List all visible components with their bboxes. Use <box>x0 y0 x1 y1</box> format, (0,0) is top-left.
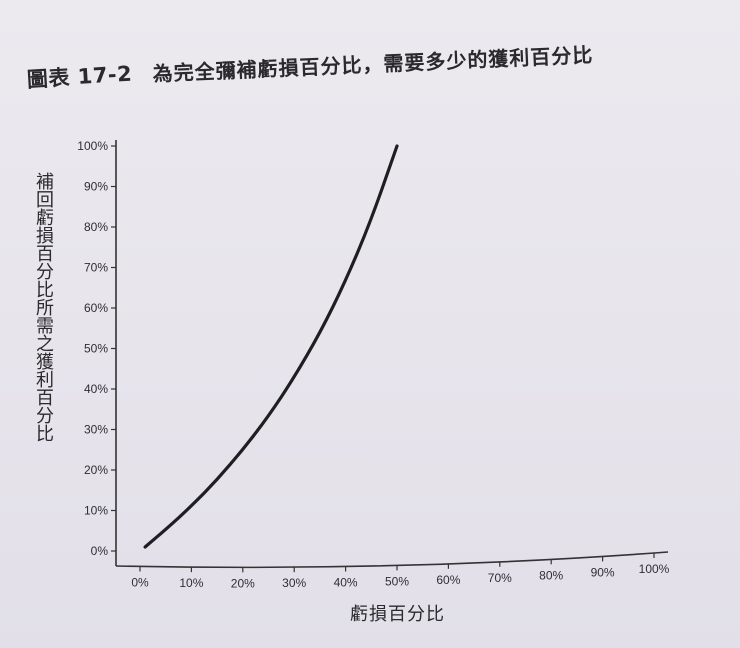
chart-ticks: 0% 10% 20% 30% 40% 50% 60% 70% 80% 90% 100% 0% 10% 20… <box>77 139 669 590</box>
chart-series <box>143 144 399 549</box>
x-tick-label: 20% <box>231 576 255 590</box>
y-tick-label: 30% <box>84 423 108 437</box>
y-tick-label: 70% <box>84 261 108 275</box>
y-tick-label: 60% <box>84 301 108 315</box>
x-tick-label: 80% <box>539 568 563 582</box>
x-tick-label: 100% <box>639 562 670 576</box>
y-tick-label: 100% <box>77 139 108 153</box>
y-tick-label: 0% <box>91 544 109 558</box>
y-tick-label: 40% <box>84 382 108 396</box>
x-tick-label: 60% <box>436 573 460 587</box>
y-tick-label: 90% <box>84 180 108 194</box>
y-tick-label: 80% <box>84 220 108 234</box>
x-tick-label: 50% <box>385 574 409 588</box>
series-line-0 <box>143 144 399 549</box>
y-axis-label: 補回虧損百分比所需之獲利百分比 <box>33 172 54 442</box>
chart-axes <box>115 140 669 569</box>
y-tick-label: 50% <box>84 342 108 356</box>
x-tick-label: 0% <box>131 575 149 589</box>
x-tick-label: 70% <box>488 571 512 585</box>
x-tick-label: 10% <box>179 576 203 590</box>
x-axis-label: 虧損百分比 <box>350 604 445 625</box>
y-tick-label: 20% <box>84 463 108 477</box>
x-tick-label: 30% <box>282 576 306 590</box>
x-axis-line <box>115 551 669 569</box>
x-tick-label: 40% <box>334 575 358 589</box>
y-tick-label: 10% <box>84 504 108 518</box>
x-tick-label: 90% <box>591 565 615 579</box>
